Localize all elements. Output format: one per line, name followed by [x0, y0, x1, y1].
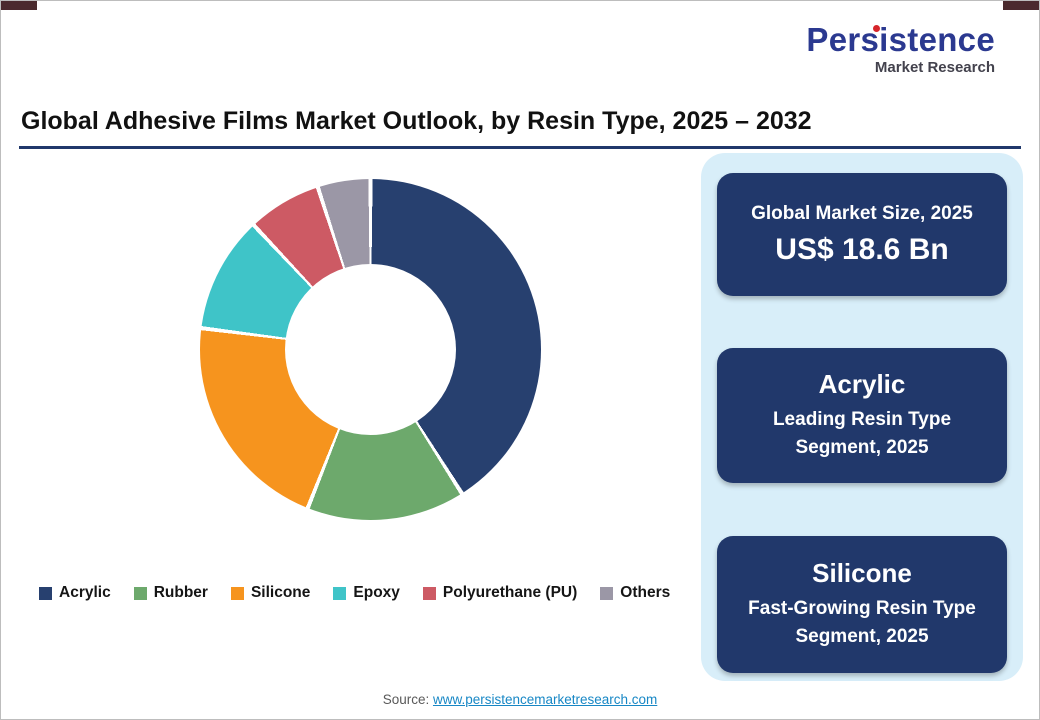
donut-hole [285, 264, 456, 435]
legend-swatch [133, 586, 147, 600]
legend-swatch [333, 586, 347, 600]
legend-swatch [230, 586, 244, 600]
chart-legend: Acrylic Rubber Silicone Epoxy Polyurethane (… [39, 584, 711, 602]
legend-label: Others [620, 584, 671, 601]
source-line: Source: www.persistencemarketresearch.co… [1, 692, 1039, 707]
legend-item: Polyurethane (PU) [422, 584, 578, 602]
legend-item: Acrylic [39, 584, 111, 602]
fast-growing-segment-card: Silicone Fast-Growing Resin Type Segment… [717, 536, 1007, 673]
legend-swatch [422, 586, 436, 600]
legend-item: Silicone [230, 584, 311, 602]
market-size-card: Global Market Size, 2025 US$ 18.6 Bn [717, 173, 1007, 296]
legend-label: Silicone [250, 584, 311, 601]
legend-label: Rubber [153, 584, 208, 601]
top-right-corner-mark [1003, 1, 1039, 10]
source-label: Source: [382, 692, 433, 707]
market-size-card-value: US$ 18.6 Bn [775, 232, 949, 266]
fast-growing-segment-card-value: Fast-Growing Resin Type Segment, 2025 [748, 598, 976, 647]
legend-label: Epoxy [353, 584, 400, 601]
fast-growing-segment-card-title: Silicone [812, 558, 912, 589]
logo-wordmark: Persistence [806, 23, 995, 56]
market-size-card-title: Global Market Size, 2025 [751, 202, 973, 224]
source-link[interactable]: www.persistencemarketresearch.com [432, 692, 658, 707]
logo-red-dot-icon [873, 25, 881, 32]
logo-subtitle: Market Research [874, 59, 995, 76]
legend-label: Acrylic [59, 584, 111, 601]
legend-swatch [600, 586, 614, 600]
legend-item: Epoxy [333, 584, 400, 602]
leading-segment-card-title: Acrylic [818, 369, 906, 400]
top-left-corner-mark [1, 1, 37, 10]
leading-segment-card: Acrylic Leading Resin Type Segment, 2025 [717, 348, 1007, 483]
logo-title-text: Persistence [806, 21, 995, 58]
legend-item: Others [600, 584, 670, 602]
legend-swatch [39, 586, 52, 600]
legend-label: Polyurethane (PU) [442, 584, 578, 601]
leading-segment-card-value: Leading Resin Type Segment, 2025 [772, 409, 952, 458]
page-title: Global Adhesive Films Market Outlook, by… [21, 107, 812, 135]
title-underline [19, 146, 1021, 149]
legend-item: Rubber [133, 584, 208, 602]
company-logo: Persistence Market Research [806, 23, 995, 76]
donut-chart-area [200, 179, 541, 520]
side-panel: Global Market Size, 2025 US$ 18.6 Bn Acr… [701, 153, 1023, 681]
